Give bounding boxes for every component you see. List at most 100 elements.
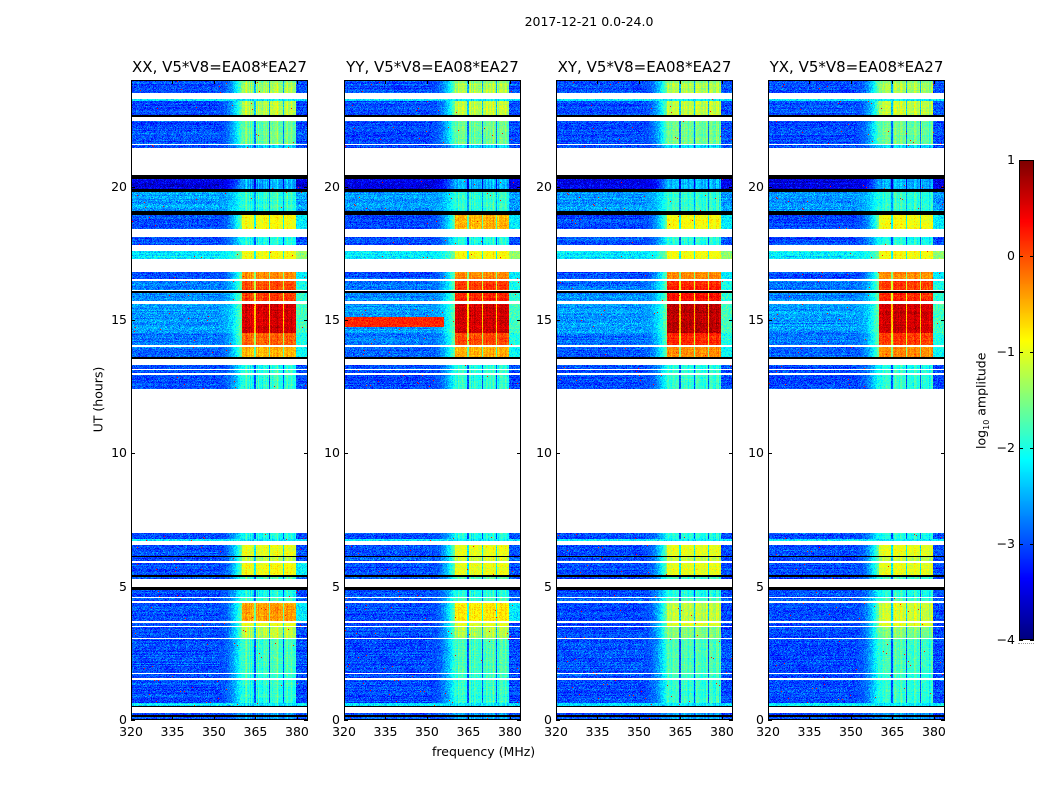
heatmap-image — [768, 80, 945, 720]
x-tick-label: 350 — [627, 724, 651, 739]
panel-title: XY, V5*V8=EA08*EA27 — [557, 58, 732, 76]
y-tick-label: 15 — [111, 312, 127, 327]
x-tick-label: 365 — [243, 724, 268, 739]
y-tick-label: 20 — [748, 178, 764, 194]
x-tick-mark — [892, 80, 894, 84]
x-tick-mark — [426, 80, 428, 84]
x-tick-mark — [680, 80, 682, 84]
colorbar-label-log: log — [973, 429, 989, 449]
x-tick-label: 320 — [544, 724, 568, 739]
x-tick-label: 350 — [839, 724, 863, 739]
x-tick-label: 380 — [922, 724, 946, 739]
y-tick-mark — [131, 586, 135, 588]
x-tick-mark — [680, 716, 682, 720]
x-tick-mark — [509, 80, 511, 84]
x-tick-label: 320 — [756, 724, 780, 739]
x-tick-mark — [468, 80, 470, 84]
x-tick-label: 320 — [119, 724, 143, 739]
x-tick-mark — [933, 716, 935, 720]
x-tick-label: 365 — [880, 724, 905, 739]
y-tick-label: 15 — [324, 312, 340, 327]
y-tick-mark — [344, 186, 348, 188]
panel-title: XX, V5*V8=EA08*EA27 — [132, 58, 307, 76]
x-tick-mark — [385, 716, 387, 720]
heatmap-image — [556, 80, 733, 720]
y-tick-mark — [556, 453, 560, 455]
colorbar — [1019, 160, 1034, 640]
y-tick-label: 10 — [536, 445, 552, 461]
y-tick-label: 5 — [756, 578, 764, 594]
figure-title: 2017-12-21 0.0-24.0 — [524, 14, 654, 29]
heatmap-panel-yy: 320 335 350 365 380 0 5 10 15 20 — [324, 80, 522, 739]
x-tick-label: 365 — [456, 724, 481, 739]
x-tick-mark — [344, 80, 345, 84]
heatmap-panel-yx: 320 335 350 365 380 0 5 10 15 20 — [748, 80, 946, 739]
x-tick-mark — [638, 716, 640, 720]
colorbar-label-base: 10 — [981, 419, 991, 430]
y-tick-mark — [131, 186, 135, 188]
colorbar-label-amplitude: amplitude — [973, 352, 989, 420]
y-tick-label: 15 — [536, 312, 552, 327]
colorbar-tick-label: −4 — [996, 632, 1015, 647]
y-tick-mark — [729, 320, 733, 321]
y-tick-label: 0 — [756, 712, 764, 727]
y-tick-mark — [344, 320, 348, 321]
y-tick-mark — [768, 586, 772, 588]
y-tick-mark — [556, 320, 560, 321]
heatmap-panel-xx: 320 335 350 365 380 0 5 10 15 20 — [111, 80, 309, 739]
x-tick-label: 335 — [585, 724, 610, 739]
y-tick-mark — [131, 720, 135, 721]
colorbar-tick-mark — [1030, 544, 1034, 545]
heatmap-image — [131, 80, 308, 720]
colorbar-tick-mark — [1019, 640, 1023, 641]
x-tick-mark — [172, 80, 174, 84]
x-tick-mark — [556, 80, 557, 84]
y-tick-mark — [344, 453, 348, 455]
x-tick-label: 320 — [332, 724, 356, 739]
y-tick-mark — [556, 186, 560, 188]
x-tick-mark — [809, 80, 811, 84]
y-tick-mark — [304, 320, 308, 321]
y-tick-mark — [768, 186, 772, 188]
x-tick-mark — [213, 716, 215, 720]
x-tick-label: 380 — [710, 724, 734, 739]
y-tick-mark — [729, 720, 733, 721]
y-tick-label: 15 — [748, 312, 764, 327]
x-tick-label: 335 — [797, 724, 822, 739]
colorbar-tick-mark — [1019, 256, 1023, 257]
y-tick-label: 20 — [324, 178, 340, 194]
y-tick-label: 10 — [111, 445, 127, 461]
x-tick-label: 380 — [285, 724, 309, 739]
y-tick-mark — [344, 586, 348, 588]
colorbar-label: log10 amplitude — [973, 344, 991, 458]
y-tick-label: 5 — [544, 578, 552, 594]
y-tick-mark — [941, 453, 945, 455]
x-tick-label: 365 — [668, 724, 693, 739]
panel-frame — [556, 80, 733, 720]
y-tick-mark — [517, 720, 521, 721]
y-tick-mark — [768, 320, 772, 321]
y-tick-label: 5 — [332, 578, 340, 594]
x-tick-mark — [850, 716, 852, 720]
heatmap-image — [344, 80, 521, 720]
colorbar-tick-mark — [1030, 160, 1034, 161]
colorbar-tick-mark — [1019, 544, 1023, 545]
x-tick-mark — [213, 80, 215, 84]
panel-frame — [344, 80, 521, 720]
y-tick-mark — [556, 720, 560, 721]
y-tick-mark — [941, 720, 945, 721]
x-tick-label: 380 — [498, 724, 522, 739]
y-tick-mark — [131, 320, 135, 321]
x-tick-mark — [131, 716, 132, 720]
x-tick-mark — [344, 716, 345, 720]
y-tick-mark — [304, 586, 308, 588]
x-tick-mark — [850, 80, 852, 84]
y-tick-mark — [304, 186, 308, 188]
x-tick-mark — [296, 80, 298, 84]
colorbar-tick-mark — [1030, 640, 1034, 641]
x-tick-mark — [597, 716, 599, 720]
x-tick-mark — [933, 80, 935, 84]
colorbar-tick-label: −1 — [996, 344, 1015, 359]
x-tick-mark — [255, 80, 257, 84]
x-tick-mark — [809, 716, 811, 720]
